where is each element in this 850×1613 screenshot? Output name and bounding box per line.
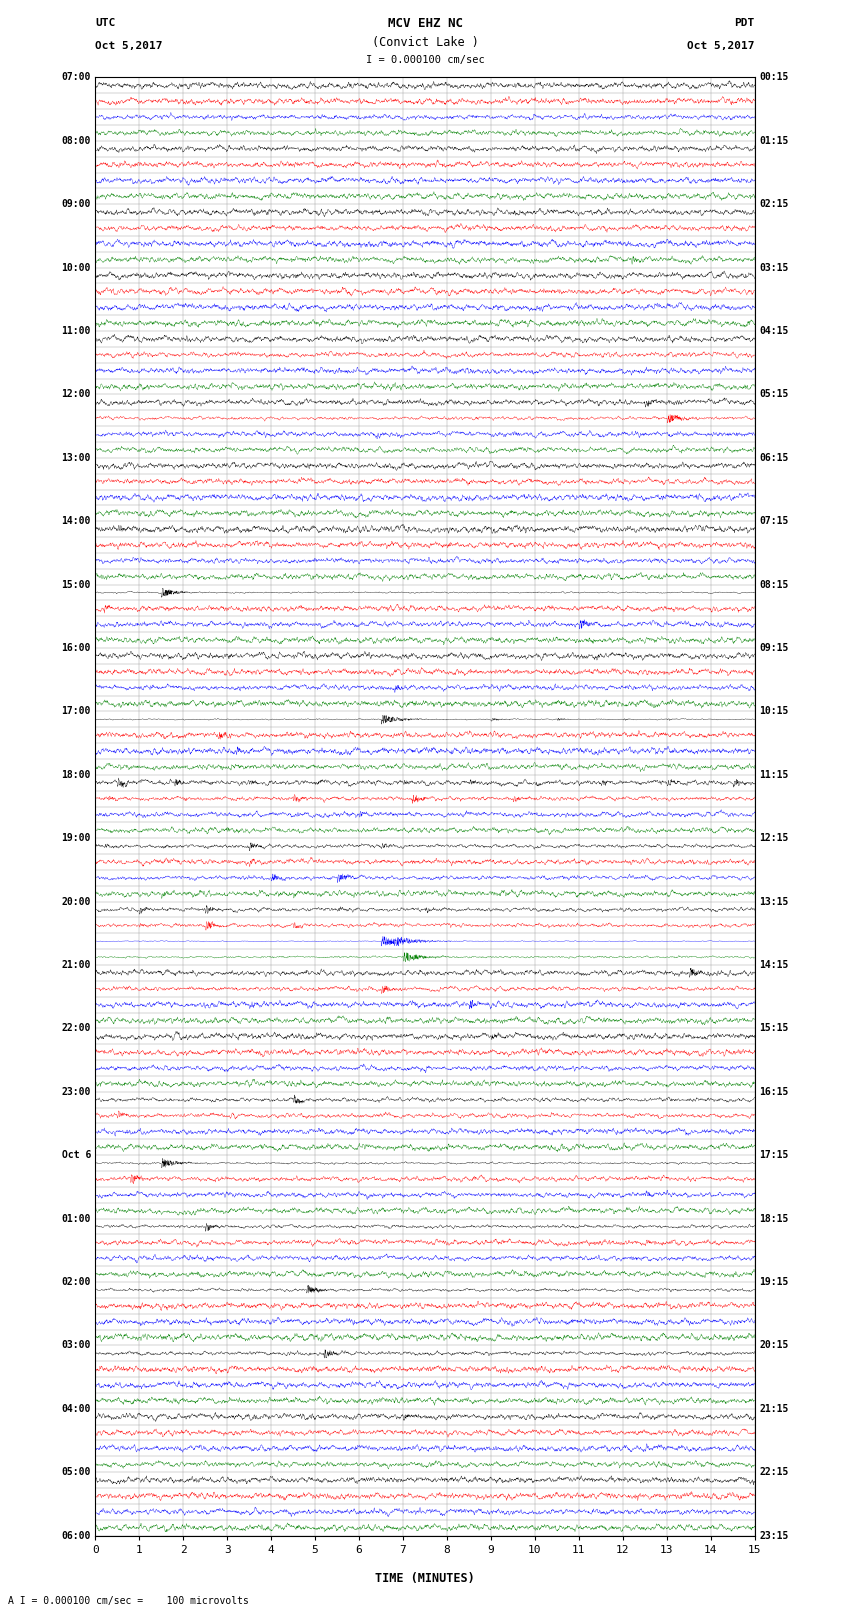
Text: 00:15: 00:15: [759, 73, 789, 82]
Text: 09:15: 09:15: [759, 644, 789, 653]
Text: 20:15: 20:15: [759, 1340, 789, 1350]
Text: TIME (MINUTES): TIME (MINUTES): [375, 1571, 475, 1584]
Text: 23:00: 23:00: [61, 1087, 91, 1097]
Text: 01:15: 01:15: [759, 135, 789, 145]
Text: (Convict Lake ): (Convict Lake ): [371, 35, 479, 48]
Text: 16:00: 16:00: [61, 644, 91, 653]
Text: 12:00: 12:00: [61, 389, 91, 400]
Text: 08:00: 08:00: [61, 135, 91, 145]
Text: PDT: PDT: [734, 18, 755, 27]
Text: 13:00: 13:00: [61, 453, 91, 463]
Text: 03:00: 03:00: [61, 1340, 91, 1350]
Text: I = 0.000100 cm/sec: I = 0.000100 cm/sec: [366, 55, 484, 66]
Text: 18:15: 18:15: [759, 1213, 789, 1224]
Text: 08:15: 08:15: [759, 579, 789, 590]
Text: 06:15: 06:15: [759, 453, 789, 463]
Text: 13:15: 13:15: [759, 897, 789, 907]
Text: Oct 5,2017: Oct 5,2017: [688, 42, 755, 52]
Text: 21:15: 21:15: [759, 1403, 789, 1413]
Text: 12:15: 12:15: [759, 834, 789, 844]
Text: 14:00: 14:00: [61, 516, 91, 526]
Text: 11:15: 11:15: [759, 769, 789, 779]
Text: 22:15: 22:15: [759, 1468, 789, 1478]
Text: 10:15: 10:15: [759, 706, 789, 716]
Text: 15:00: 15:00: [61, 579, 91, 590]
Text: 09:00: 09:00: [61, 200, 91, 210]
Text: 19:15: 19:15: [759, 1277, 789, 1287]
Text: 07:00: 07:00: [61, 73, 91, 82]
Text: 21:00: 21:00: [61, 960, 91, 969]
Text: 02:00: 02:00: [61, 1277, 91, 1287]
Text: 02:15: 02:15: [759, 200, 789, 210]
Text: 04:00: 04:00: [61, 1403, 91, 1413]
Text: 04:15: 04:15: [759, 326, 789, 336]
Text: 03:15: 03:15: [759, 263, 789, 273]
Text: 05:00: 05:00: [61, 1468, 91, 1478]
Text: 10:00: 10:00: [61, 263, 91, 273]
Text: MCV EHZ NC: MCV EHZ NC: [388, 16, 462, 29]
Text: 06:00: 06:00: [61, 1531, 91, 1540]
Text: 23:15: 23:15: [759, 1531, 789, 1540]
Text: 14:15: 14:15: [759, 960, 789, 969]
Text: 16:15: 16:15: [759, 1087, 789, 1097]
Text: Oct 6: Oct 6: [61, 1150, 91, 1160]
Text: 15:15: 15:15: [759, 1023, 789, 1034]
Text: 17:15: 17:15: [759, 1150, 789, 1160]
Text: 22:00: 22:00: [61, 1023, 91, 1034]
Text: Oct 5,2017: Oct 5,2017: [95, 42, 162, 52]
Text: A I = 0.000100 cm/sec =    100 microvolts: A I = 0.000100 cm/sec = 100 microvolts: [8, 1597, 249, 1607]
Text: 17:00: 17:00: [61, 706, 91, 716]
Text: 18:00: 18:00: [61, 769, 91, 779]
Text: 07:15: 07:15: [759, 516, 789, 526]
Text: 11:00: 11:00: [61, 326, 91, 336]
Text: UTC: UTC: [95, 18, 116, 27]
Text: 19:00: 19:00: [61, 834, 91, 844]
Text: 20:00: 20:00: [61, 897, 91, 907]
Text: 01:00: 01:00: [61, 1213, 91, 1224]
Text: 05:15: 05:15: [759, 389, 789, 400]
